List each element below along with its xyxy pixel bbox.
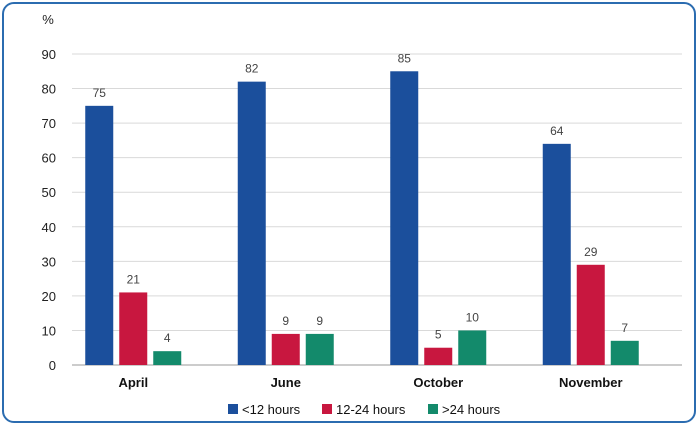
y-tick-label: 40 [42, 220, 56, 235]
legend-label: 12-24 hours [336, 402, 406, 417]
legend-swatch [228, 404, 238, 414]
legend-label: <12 hours [242, 402, 301, 417]
legend-label: >24 hours [442, 402, 501, 417]
legend: <12 hours 12-24 hours >24 hours [228, 402, 501, 417]
bar [85, 105, 114, 365]
bar-value-label: 82 [245, 62, 259, 76]
y-tick-label: 50 [42, 185, 56, 200]
bar-value-label: 10 [466, 310, 480, 324]
bar-value-label: 75 [93, 86, 107, 100]
bar-value-label: 4 [164, 331, 171, 345]
bar [237, 81, 266, 366]
y-tick-label: 90 [42, 47, 56, 62]
y-axis-label: % [42, 12, 54, 27]
x-category-label: June [271, 375, 301, 390]
bar-value-label: 85 [398, 51, 412, 65]
y-tick-label: 20 [42, 289, 56, 304]
bar [390, 71, 419, 366]
bar-value-label: 64 [550, 124, 564, 138]
bar [576, 264, 605, 365]
bar-value-label: 29 [584, 245, 598, 259]
bar-value-label: 5 [435, 328, 442, 342]
y-tick-label: 30 [42, 254, 56, 269]
x-axis-categories: April June October November [118, 375, 622, 390]
legend-swatch [428, 404, 438, 414]
bar-value-label: 21 [127, 272, 141, 286]
bar [542, 143, 571, 365]
bar [610, 340, 639, 365]
y-tick-label: 80 [42, 82, 56, 97]
bar [153, 351, 182, 365]
y-tick-label: 60 [42, 151, 56, 166]
bar [458, 330, 487, 365]
bar [271, 333, 300, 365]
bar [424, 347, 453, 365]
x-category-label: April [118, 375, 148, 390]
bars: 75 21 4 82 9 9 85 5 10 64 29 7 [85, 51, 639, 366]
bar-value-label: 9 [282, 314, 289, 328]
bar [305, 333, 334, 365]
x-category-label: October [413, 375, 463, 390]
y-tick-label: 10 [42, 323, 56, 338]
y-axis-ticks: 0 10 20 30 40 50 60 70 80 90 [42, 47, 56, 373]
y-tick-label: 0 [49, 358, 56, 373]
bar-value-label: 7 [621, 321, 628, 335]
legend-swatch [322, 404, 332, 414]
y-tick-label: 70 [42, 116, 56, 131]
bar [119, 292, 148, 365]
x-category-label: November [559, 375, 623, 390]
bar-value-label: 9 [316, 314, 323, 328]
